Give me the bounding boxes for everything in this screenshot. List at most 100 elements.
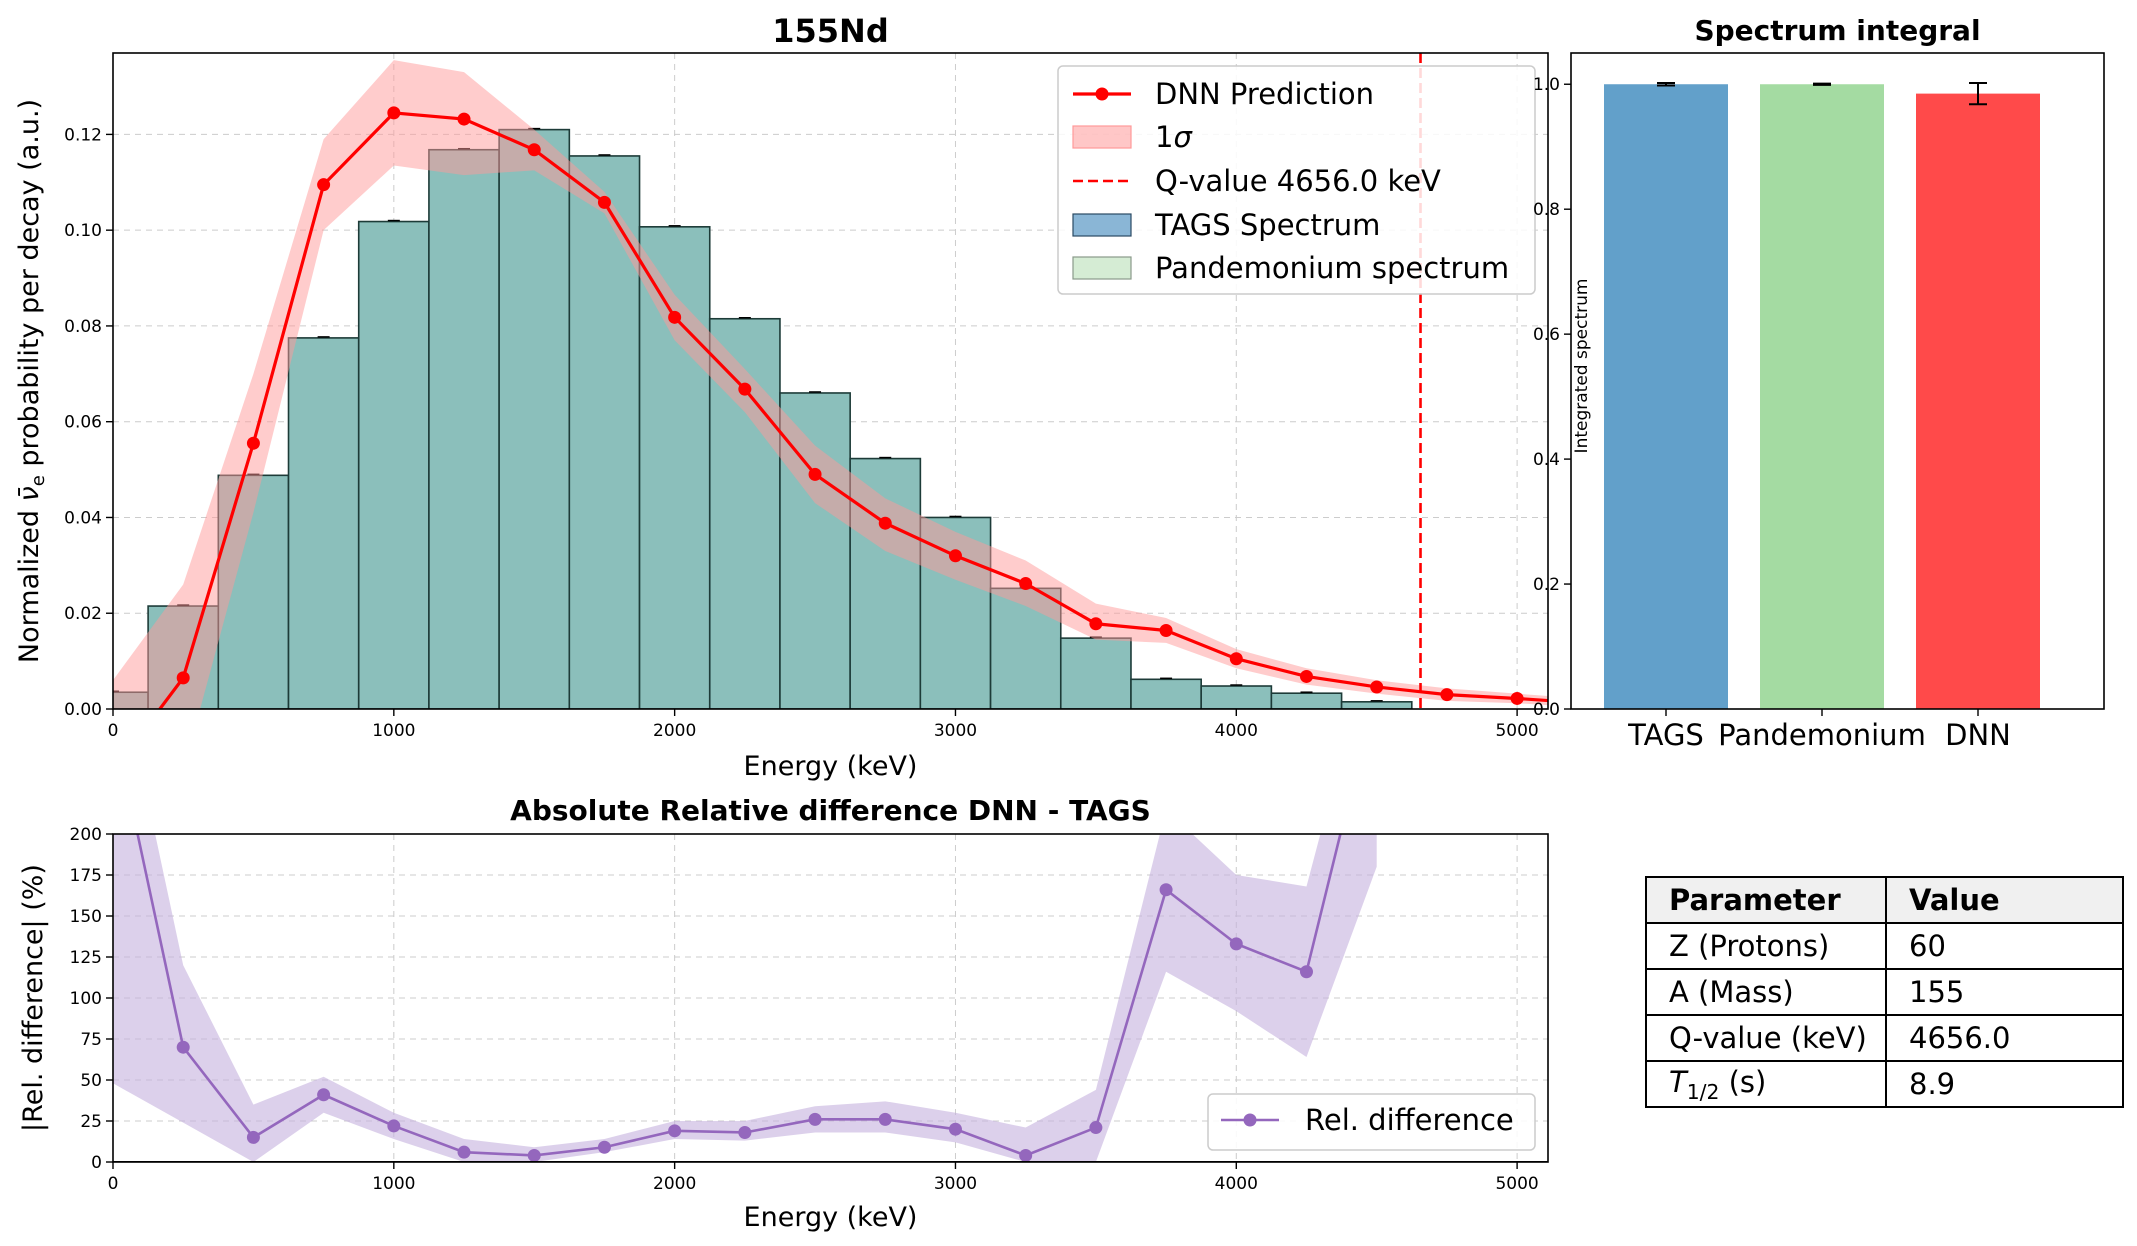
- dnn-point: [457, 112, 471, 126]
- main-xtick-label: 2000: [653, 721, 696, 741]
- reldiff-ytick-label: 175: [70, 866, 102, 886]
- tags-bar: [1200, 685, 1273, 709]
- integral-category-label: Pandemonium: [1718, 718, 1926, 752]
- reldiff-point: [1019, 1148, 1033, 1162]
- dnn-point: [1019, 577, 1033, 591]
- integral-title: Spectrum integral: [1694, 14, 1980, 47]
- table-cell-value: 8.9: [1885, 1060, 2124, 1108]
- tags-bar: [357, 220, 430, 709]
- reldiff-point: [457, 1145, 471, 1159]
- integral-ytick-label: 0.0: [1533, 700, 1560, 720]
- integral-ytick-label: 1.0: [1533, 75, 1560, 95]
- main-xtick-label: 0: [108, 721, 119, 741]
- reldiff-xtick-label: 0: [108, 1174, 119, 1194]
- tags-bar: [498, 128, 571, 709]
- integral-ytick-label: 0.8: [1533, 200, 1560, 220]
- reldiff-legend-marker: [1243, 1113, 1257, 1127]
- table-row: Z (Protons) 60: [1645, 922, 2124, 970]
- legend-label-qvalue: Q-value 4656.0 keV: [1155, 164, 1441, 198]
- main-ytick-label: 0.02: [64, 604, 102, 624]
- half-life-unit: (s): [1719, 1064, 1767, 1099]
- reldiff-ytick-label: 75: [80, 1030, 102, 1050]
- integral-category-label: TAGS: [1627, 718, 1704, 752]
- integral-axes-frame: [1570, 52, 2105, 710]
- main-xtick-label: 5000: [1495, 721, 1538, 741]
- reldiff-point: [668, 1124, 682, 1138]
- legend-label-sigma-num: 1: [1155, 120, 1173, 154]
- dnn-point: [1299, 669, 1313, 683]
- integral-ytick-label: 0.6: [1533, 325, 1560, 345]
- main-ylabel-sub: e: [28, 475, 49, 486]
- legend-label-dnn: DNN Prediction: [1155, 77, 1374, 111]
- dnn-point: [668, 310, 682, 324]
- main-xtick-label: 1000: [372, 721, 415, 741]
- table-cell-param: Q-value (keV): [1645, 1014, 1887, 1062]
- legend-handle-pandemonium: [1072, 256, 1132, 280]
- reldiff-point: [246, 1130, 260, 1144]
- main-ytick-label: 0.06: [64, 413, 102, 433]
- half-life-subscript: 1/2: [1686, 1079, 1720, 1104]
- tags-bar: [1340, 701, 1413, 709]
- main-legend: DNN Prediction 1σ Q-value 4656.0 keV TAGS S…: [1057, 65, 1536, 295]
- integral-ylabel: Integrated spectrum: [1572, 279, 1592, 454]
- integral-bar: [1604, 84, 1728, 709]
- dnn-point: [948, 549, 962, 563]
- legend-label-sigma-symbol: σ: [1173, 120, 1193, 154]
- dnn-point: [1370, 680, 1384, 694]
- table-header-value: Value: [1885, 876, 2124, 924]
- dnn-point: [1089, 617, 1103, 631]
- table-cell-param: T1/2 (s): [1645, 1060, 1887, 1108]
- dnn-point: [1159, 623, 1173, 637]
- legend-handle-sigma: [1072, 125, 1132, 149]
- parameter-table: Parameter Value Z (Protons) 60 A (Mass) …: [1645, 876, 2124, 1108]
- reldiff-ytick-label: 0: [91, 1153, 102, 1173]
- reldiff-point: [1229, 937, 1243, 951]
- dnn-point: [597, 195, 611, 209]
- table-cell-param: Z (Protons): [1645, 922, 1887, 970]
- main-ytick-label: 0.00: [64, 700, 102, 720]
- reldiff-xtick-label: 4000: [1215, 1174, 1258, 1194]
- spectrum-integral-plot: TAGS Pandemonium DNN 0.0 0.2 0.4 0.6 0.8 1.0 Spec…: [1533, 14, 2105, 752]
- dnn-point: [1510, 691, 1524, 705]
- dnn-point: [1229, 652, 1243, 666]
- reldiff-ytick-label: 125: [70, 948, 102, 968]
- dnn-point: [1440, 688, 1454, 702]
- reldiff-point: [597, 1140, 611, 1154]
- reldiff-ytick-label: 200: [70, 825, 102, 845]
- reldiff-xtick-label: 2000: [653, 1174, 696, 1194]
- table-row: A (Mass) 155: [1645, 968, 2124, 1016]
- reldiff-xtick-label: 1000: [372, 1174, 415, 1194]
- legend-handle-dnn-marker: [1095, 87, 1109, 101]
- main-ylabel: Normalized ν̄e probability per decay (a.…: [14, 99, 49, 663]
- dnn-point: [246, 436, 260, 450]
- dnn-prediction-line: [157, 111, 1548, 709]
- reldiff-legend-box: [1207, 1093, 1536, 1151]
- reldiff-xlabel: Energy (keV): [744, 1202, 918, 1233]
- tags-bar: [287, 337, 360, 709]
- integral-category-label: DNN: [1945, 718, 2011, 752]
- table-cell-value: 60: [1885, 922, 2124, 970]
- reldiff-point: [387, 1119, 401, 1133]
- dnn-point: [738, 382, 752, 396]
- main-xlabel: Energy (keV): [744, 751, 918, 782]
- table-header-row: Parameter Value: [1645, 876, 2124, 924]
- reldiff-point: [948, 1122, 962, 1136]
- reldiff-point: [1089, 1121, 1103, 1135]
- reldiff-ytick-label: 50: [80, 1071, 102, 1091]
- main-xtick-label: 4000: [1215, 721, 1258, 741]
- reldiff-point: [878, 1112, 892, 1126]
- legend-handle-tags: [1072, 213, 1132, 237]
- main-plot-area: [113, 53, 1548, 709]
- dnn-point: [317, 178, 331, 192]
- table-cell-value: 4656.0: [1885, 1014, 2124, 1062]
- table-cell-param: A (Mass): [1645, 968, 1887, 1016]
- reldiff-xtick-label: 5000: [1495, 1174, 1538, 1194]
- table-row: T1/2 (s) 8.9: [1645, 1060, 2124, 1108]
- reldiff-ytick-label: 150: [70, 907, 102, 927]
- reldiff-ylabel: |Rel. difference| (%): [18, 864, 49, 1132]
- half-life-symbol: T: [1669, 1064, 1687, 1099]
- reldiff-point: [738, 1125, 752, 1139]
- dnn-point: [176, 671, 190, 685]
- tags-bar: [428, 148, 500, 709]
